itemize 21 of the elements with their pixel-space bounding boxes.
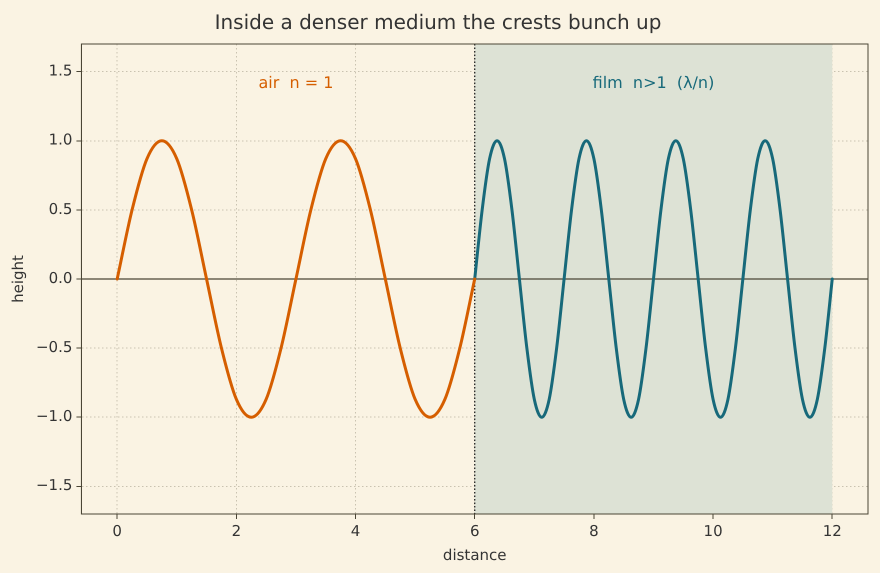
- text: film n>1 (λ/n): [592, 73, 714, 92]
- text: air n = 1: [258, 73, 334, 92]
- x-tick-label: 8: [589, 522, 599, 540]
- x-axis-title: distance: [442, 546, 506, 564]
- y-tick-label: −1.5: [36, 476, 72, 494]
- y-tick-label: 1.5: [48, 62, 72, 80]
- x-tick-label: 12: [822, 522, 842, 540]
- line-series: [116, 139, 476, 419]
- x-tick-label: 6: [470, 522, 480, 540]
- y-tick-label: −0.5: [36, 338, 72, 356]
- x-tick-label: 2: [232, 522, 242, 540]
- x-tick-label: 0: [112, 522, 122, 540]
- y-tick-label: 0.0: [48, 268, 72, 287]
- y-axis-title: height: [8, 254, 27, 303]
- y-tick-label: −1.0: [36, 407, 72, 426]
- x-tick-label: 10: [704, 522, 723, 540]
- y-tick-label: 0.5: [48, 200, 72, 218]
- chart-title: Inside a denser medium the crests bunch up: [214, 10, 662, 34]
- y-tick-label: 1.0: [48, 130, 72, 149]
- x-tick-label: 4: [350, 522, 360, 540]
- line-series: [473, 139, 834, 419]
